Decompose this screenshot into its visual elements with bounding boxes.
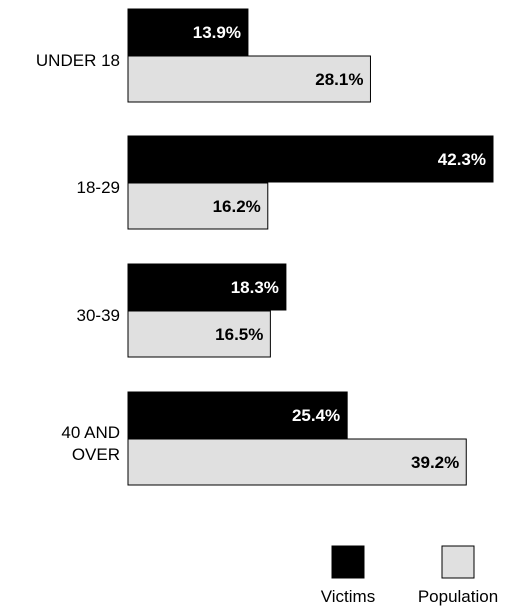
population-value-label-under-18: 28.1% <box>315 70 363 89</box>
victims-value-label-30-39: 18.3% <box>231 278 279 297</box>
victims-bar-30-39 <box>127 263 287 311</box>
population-bar-40-and-over <box>127 438 467 486</box>
victims-bar-under-18 <box>127 8 249 56</box>
victims-value-label-18-29: 42.3% <box>438 150 486 169</box>
population-value-label-40-and-over: 39.2% <box>411 453 459 472</box>
category-label-40-and-over-line-2: OVER <box>72 445 120 464</box>
victims-value-label-under-18: 13.9% <box>193 23 241 42</box>
population-value-label-30-39: 16.5% <box>215 325 263 344</box>
victims-value-label-40-and-over: 25.4% <box>292 406 340 425</box>
category-label-18-29: 18-29 <box>77 178 120 197</box>
category-label-30-39: 30-39 <box>77 306 120 325</box>
legend-label-population: Population <box>418 587 498 606</box>
victims-bar-40-and-over <box>127 391 348 439</box>
legend-swatch-victims <box>331 545 365 579</box>
category-label-40-and-over-line-1: 40 AND <box>61 423 120 442</box>
bars-layer: UNDER 18 13.9% 28.1% 18-29 42.3% 16.2% 30-39 18… <box>36 8 494 486</box>
category-label-under-18: UNDER 18 <box>36 51 120 70</box>
legend-swatch-population <box>441 545 475 579</box>
population-bar-under-18 <box>127 55 371 103</box>
population-value-label-18-29: 16.2% <box>213 197 261 216</box>
legend-label-victims: Victims <box>321 587 375 606</box>
population-bar-18-29 <box>127 182 269 230</box>
legend: Victims Population <box>321 545 498 606</box>
victims-bar-18-29 <box>127 135 494 183</box>
population-bar-30-39 <box>127 310 271 358</box>
